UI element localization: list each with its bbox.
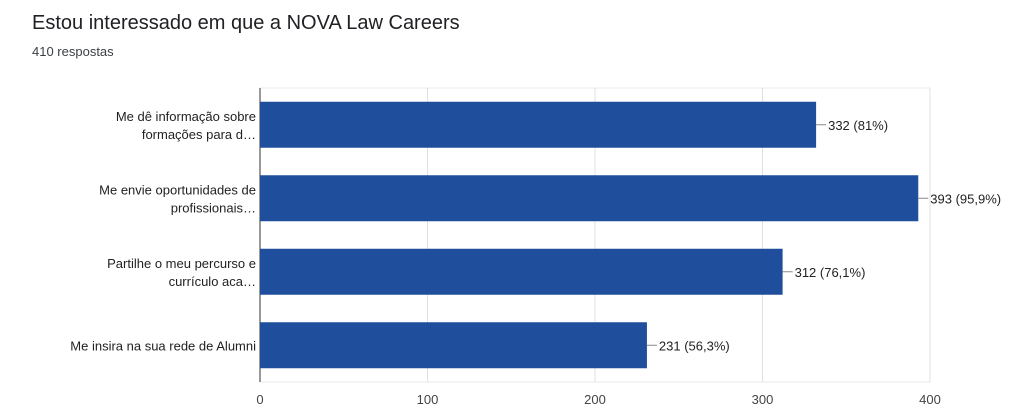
x-tick-label: 300 (752, 392, 774, 405)
x-tick-label: 400 (919, 392, 941, 405)
bar[interactable] (260, 322, 647, 369)
category-label: Me envie oportunidades de profissionais… (99, 182, 256, 215)
category-label: Me dê informação sobre formações para d… (116, 109, 256, 142)
x-tick-label: 200 (584, 392, 606, 405)
data-label: 231 (56,3%) (659, 338, 730, 353)
x-tick-label: 100 (417, 392, 439, 405)
bar[interactable] (260, 248, 783, 295)
category-label: Me insira na sua rede de Alumni (70, 338, 256, 353)
bar[interactable] (260, 175, 919, 222)
category-label: Partilhe o meu percurso e currículo aca… (107, 256, 256, 289)
data-label: 312 (76,1%) (795, 265, 866, 280)
response-count: 410 respostas (32, 44, 114, 59)
bar[interactable] (260, 101, 817, 148)
chart-title: Estou interessado em que a NOVA Law Care… (32, 12, 460, 34)
data-label: 393 (95,9%) (930, 191, 1001, 206)
x-tick-label: 0 (256, 392, 263, 405)
chart-header: Estou interessado em que a NOVA Law Care… (32, 10, 460, 59)
data-label: 332 (81%) (828, 118, 888, 133)
